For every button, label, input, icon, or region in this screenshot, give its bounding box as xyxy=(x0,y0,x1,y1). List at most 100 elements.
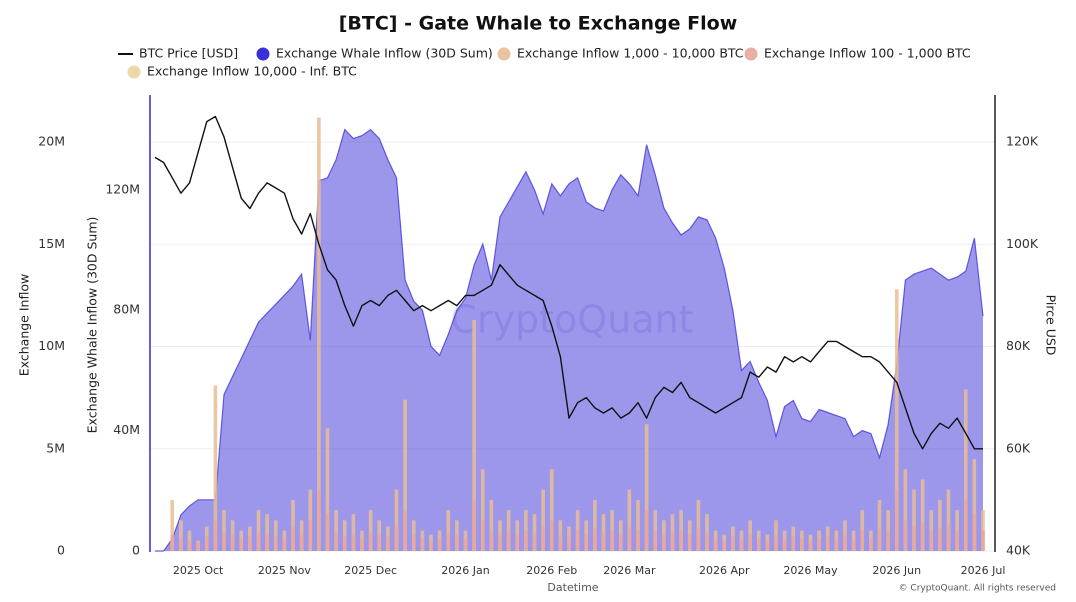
legend-label: BTC Price [USD] xyxy=(139,46,238,61)
bar xyxy=(601,532,606,551)
x-tick-label: 2026 Feb xyxy=(526,564,577,577)
bar xyxy=(342,536,347,551)
bar xyxy=(170,499,175,551)
bar xyxy=(946,489,951,551)
legend-label: Exchange Inflow 10,000 - Inf. BTC xyxy=(147,64,357,79)
y-tick-label: 10M xyxy=(38,338,65,353)
bar xyxy=(480,469,485,551)
bar xyxy=(739,538,744,551)
bar xyxy=(920,522,925,551)
y3-tick-label: 60K xyxy=(1006,440,1031,455)
bar xyxy=(894,489,899,551)
y-tick-label: 15M xyxy=(38,236,65,251)
bar xyxy=(825,536,830,551)
bar xyxy=(334,510,338,551)
bar xyxy=(713,538,718,551)
bar xyxy=(411,534,416,551)
bar xyxy=(213,520,218,551)
area-outline xyxy=(155,128,984,552)
bar xyxy=(687,534,692,551)
bar xyxy=(222,532,226,551)
x-tick-label: 2026 Jan xyxy=(441,564,489,577)
bar xyxy=(843,534,847,551)
bar xyxy=(705,532,709,551)
bar xyxy=(187,540,192,551)
bar xyxy=(903,520,908,551)
bar xyxy=(722,540,727,551)
bar xyxy=(981,530,985,551)
bar xyxy=(575,530,580,551)
y-tick-label: 0 xyxy=(57,543,65,558)
legend-label: Exchange Inflow 100 - 1,000 BTC xyxy=(764,46,971,61)
bar xyxy=(782,538,787,551)
bar xyxy=(446,510,451,551)
bar xyxy=(403,510,407,551)
bar xyxy=(394,526,399,551)
bar xyxy=(351,534,356,551)
x-tick-label: 2025 Nov xyxy=(258,564,311,577)
y3-tick-label: 100K xyxy=(1006,236,1039,251)
bar xyxy=(222,510,226,551)
bar xyxy=(894,289,899,551)
bar xyxy=(627,489,632,551)
bar xyxy=(179,538,183,551)
bar xyxy=(360,538,364,551)
bar xyxy=(498,534,502,551)
x-tick-label: 2025 Dec xyxy=(344,564,397,577)
bar xyxy=(325,428,330,551)
legend-marker xyxy=(127,65,141,79)
bar xyxy=(851,538,856,551)
y2-tick-label: 80M xyxy=(113,302,140,317)
bar xyxy=(912,526,916,551)
bar xyxy=(963,499,968,551)
bar xyxy=(420,538,425,551)
bar xyxy=(437,538,442,551)
bar xyxy=(368,532,373,551)
bar xyxy=(386,536,390,551)
bar xyxy=(429,540,433,551)
x-tick-label: 2026 Apr xyxy=(699,564,750,577)
bar xyxy=(541,526,545,551)
bar xyxy=(506,530,511,551)
bar xyxy=(584,534,589,551)
chart-title: [BTC] - Gate Whale to Exchange Flow xyxy=(339,13,738,35)
bar xyxy=(291,499,295,551)
bar xyxy=(472,319,476,551)
bar xyxy=(317,489,321,551)
y3-axis-label: Pirce USD xyxy=(1044,295,1059,356)
x-tick-label: 2025 Oct xyxy=(173,564,224,577)
bar xyxy=(653,530,658,551)
bar xyxy=(877,528,882,551)
bar xyxy=(265,514,269,551)
bar xyxy=(912,489,916,551)
legend-marker xyxy=(497,47,511,61)
bar xyxy=(213,385,218,551)
y2-tick-label: 40M xyxy=(113,422,140,437)
y2-tick-label: 0 xyxy=(132,543,140,558)
bar xyxy=(834,538,839,551)
bar xyxy=(325,514,330,551)
bar xyxy=(903,469,908,551)
bar xyxy=(239,538,244,551)
legend-marker xyxy=(256,47,270,61)
bar xyxy=(748,534,752,551)
bar xyxy=(334,532,338,551)
bar xyxy=(774,534,778,551)
bar xyxy=(593,528,597,551)
bar xyxy=(696,528,701,551)
bar xyxy=(472,499,476,551)
x-tick-label: 2026 Jul xyxy=(961,564,1006,577)
bar xyxy=(230,534,235,551)
x-tick-label: 2026 Jun xyxy=(872,564,921,577)
bar xyxy=(567,536,571,551)
bar xyxy=(170,534,175,551)
bar xyxy=(351,514,356,551)
y-tick-label: 5M xyxy=(46,440,65,455)
bar xyxy=(662,534,666,551)
legend-marker xyxy=(744,47,758,61)
bar xyxy=(696,499,701,551)
bar xyxy=(489,499,494,551)
bar xyxy=(817,538,821,551)
bar xyxy=(403,399,407,551)
